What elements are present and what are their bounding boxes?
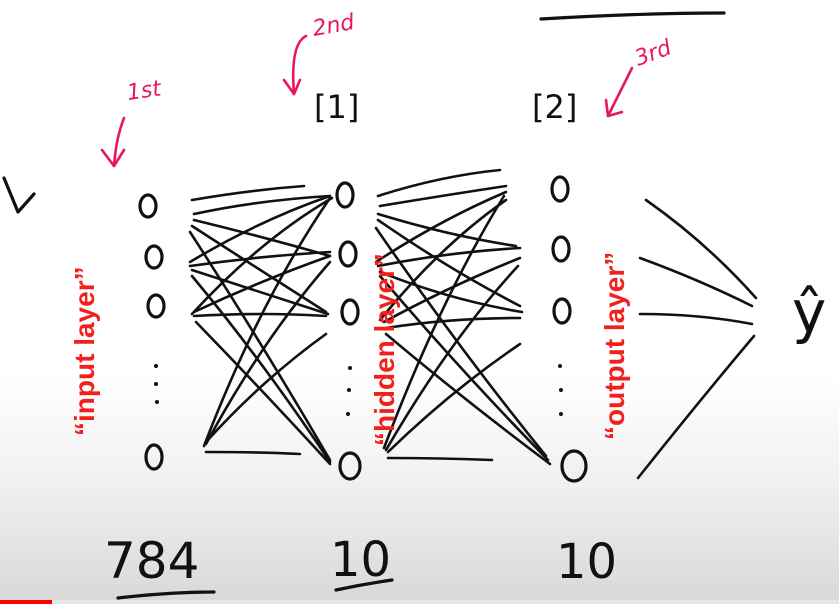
ellipsis-dot	[346, 412, 350, 416]
connections-hidden-output	[374, 168, 552, 466]
hidden-unit-count: 10	[330, 532, 391, 588]
hidden-layer-nodes	[335, 181, 362, 481]
ellipsis-dot	[154, 382, 158, 386]
layer-number-2: [2]	[532, 88, 577, 126]
node	[146, 293, 166, 319]
ellipsis-dot	[559, 388, 563, 392]
hidden-count-underline	[334, 578, 394, 592]
connections-output-yhat	[636, 198, 758, 480]
output-unit-count: 10	[556, 534, 617, 590]
video-progress-fill	[0, 600, 53, 604]
node	[550, 175, 570, 203]
connections-input-hidden	[188, 184, 334, 466]
output-layer-label: “output layer”	[599, 252, 630, 440]
node	[340, 298, 360, 326]
output-symbol: ŷ	[792, 278, 826, 346]
node	[552, 297, 572, 325]
node	[138, 193, 158, 219]
node	[335, 181, 355, 209]
node	[551, 235, 571, 263]
arrow-1st-icon	[100, 116, 126, 168]
hidden-layer-label: “hidden layer”	[369, 253, 400, 446]
arrow-2nd-icon	[282, 34, 308, 96]
input-layer-label: “input layer”	[69, 266, 100, 436]
node	[144, 443, 164, 471]
annotation-2nd: 2nd	[311, 10, 358, 42]
node	[560, 449, 588, 483]
ellipsis-dot	[348, 366, 352, 370]
ellipsis-dot	[155, 400, 159, 404]
output-layer-nodes	[550, 175, 588, 483]
arrow-3rd-icon	[604, 66, 634, 118]
ellipsis-dot	[347, 388, 351, 392]
node	[144, 244, 164, 270]
input-unit-count: 784	[104, 532, 199, 590]
ellipsis-dot	[154, 364, 158, 368]
ellipsis-dot	[558, 364, 562, 368]
input-layer-nodes	[138, 193, 166, 471]
video-progress-bar[interactable]	[0, 600, 839, 604]
partial-stroke	[2, 176, 36, 214]
ellipsis-dot	[559, 412, 563, 416]
node	[338, 240, 358, 268]
annotation-3rd: 3rd	[632, 35, 676, 72]
overline-stroke	[539, 11, 726, 21]
node	[338, 451, 362, 481]
input-count-underline	[116, 590, 216, 600]
layer-number-1: [1]	[314, 88, 359, 126]
annotation-1st: 1st	[125, 76, 164, 106]
